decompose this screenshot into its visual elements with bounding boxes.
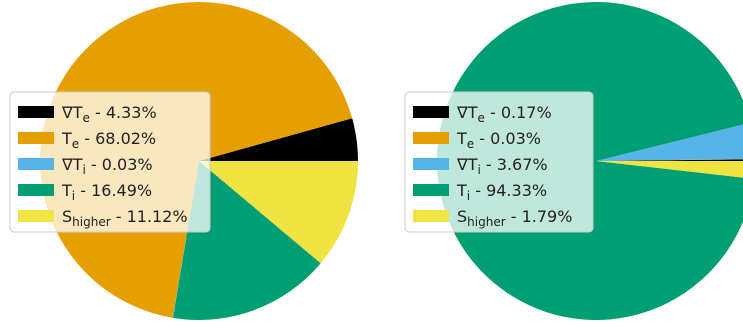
pie-slice-s-higher	[596, 161, 743, 178]
legend-label: ∇Te - 4.33%	[61, 103, 157, 125]
legend-swatch	[18, 106, 54, 118]
legend-swatch	[413, 132, 449, 144]
legend: ∇Te - 4.33% Te - 68.02% ∇Ti - 0.03% Ti - 16…	[9, 91, 211, 233]
legend-label: Te - 68.02%	[61, 129, 156, 151]
legend-label: ∇Ti - 0.03%	[61, 155, 153, 177]
legend-swatch	[18, 158, 54, 170]
legend-swatch	[413, 210, 449, 222]
legend-label: Te - 0.03%	[456, 129, 541, 151]
legend-item: ∇Ti - 0.03%	[18, 155, 153, 177]
legend-swatch	[18, 132, 54, 144]
pie-slice-grad-t-e	[596, 159, 743, 161]
legend-item: Shigher - 11.12%	[18, 207, 188, 229]
legend-swatch	[18, 210, 54, 222]
legend-item: ∇Te - 0.17%	[413, 103, 552, 125]
legend-item: Te - 0.03%	[413, 129, 541, 151]
legend-item: Shigher - 1.79%	[413, 207, 572, 229]
pie-chart-left: ∇Te - 4.33% Te - 68.02% ∇Ti - 0.03% Ti - 16…	[9, 1, 358, 320]
legend: ∇Te - 0.17% Te - 0.03% ∇Ti - 3.67% Ti - 94.…	[404, 91, 594, 233]
legend-swatch	[413, 106, 449, 118]
pie-slice-grad-t-e	[199, 118, 358, 161]
legend-label: ∇Te - 0.17%	[456, 103, 552, 125]
legend-item: Te - 68.02%	[18, 129, 156, 151]
legend-swatch	[413, 158, 449, 170]
legend-swatch	[18, 184, 54, 196]
legend-swatch	[413, 184, 449, 196]
pie-slice-grad-t-i	[596, 124, 743, 161]
legend-item: ∇Ti - 3.67%	[413, 155, 548, 177]
legend-item: Ti - 16.49%	[18, 181, 152, 203]
legend-frame	[9, 91, 211, 233]
pie-slice-t-e	[596, 159, 743, 161]
legend-item: ∇Te - 4.33%	[18, 103, 157, 125]
pie-slice-s-higher	[199, 161, 358, 264]
legend-label: Shigher - 1.79%	[457, 207, 572, 229]
legend-label: Ti - 16.49%	[61, 181, 152, 203]
legend-label: Ti - 94.33%	[456, 181, 547, 203]
legend-frame	[404, 91, 594, 233]
legend-label: ∇Ti - 3.67%	[456, 155, 548, 177]
legend-item: Ti - 94.33%	[413, 181, 547, 203]
legend-label: Shigher - 11.12%	[62, 207, 188, 229]
pie-chart-right: ∇Te - 0.17% Te - 0.03% ∇Ti - 3.67% Ti - 94.…	[404, 2, 743, 320]
